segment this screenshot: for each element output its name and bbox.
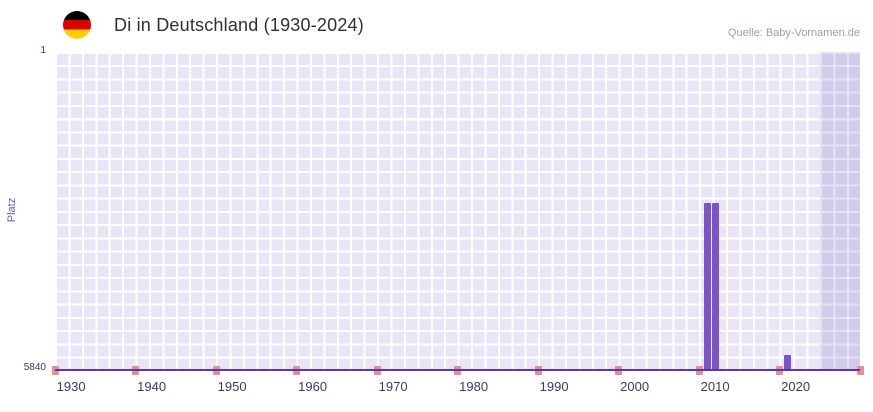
x-tick-label-2020: 2020 bbox=[781, 379, 811, 394]
x-tick-label-1960: 1960 bbox=[298, 379, 328, 394]
x-tick-label-1990: 1990 bbox=[539, 379, 569, 394]
y-axis-label: Platz bbox=[6, 197, 18, 223]
rank-bar-2019[interactable] bbox=[784, 355, 792, 370]
rank-bar-2009[interactable] bbox=[703, 203, 711, 370]
x-tick-label-1930: 1930 bbox=[56, 379, 86, 394]
x-tick-label-2010: 2010 bbox=[700, 379, 730, 394]
x-tick-label-1940: 1940 bbox=[137, 379, 167, 394]
german-flag-icon bbox=[63, 11, 91, 39]
x-tick-label-1950: 1950 bbox=[217, 379, 247, 394]
y-tick-bottom: 5840 bbox=[23, 362, 46, 373]
x-axis-line bbox=[55, 369, 860, 371]
page-title: Di in Deutschland (1930-2024) bbox=[114, 15, 364, 35]
recent-years-band bbox=[819, 52, 860, 370]
y-tick-top: 1 bbox=[40, 45, 46, 56]
x-tick-label-1980: 1980 bbox=[459, 379, 489, 394]
rank-bar-2010[interactable] bbox=[711, 203, 719, 370]
x-axis-ticks: 1930 1940 1950 1960 1970 1980 1990 2000 2010 2020 bbox=[55, 379, 860, 397]
source-label: Quelle: Baby-Vornamen.de bbox=[727, 27, 860, 39]
x-tick-label-2000: 2000 bbox=[620, 379, 650, 394]
plot-area bbox=[51, 52, 864, 375]
axis-marker-2028 bbox=[856, 366, 864, 375]
x-tick-label-1970: 1970 bbox=[378, 379, 408, 394]
